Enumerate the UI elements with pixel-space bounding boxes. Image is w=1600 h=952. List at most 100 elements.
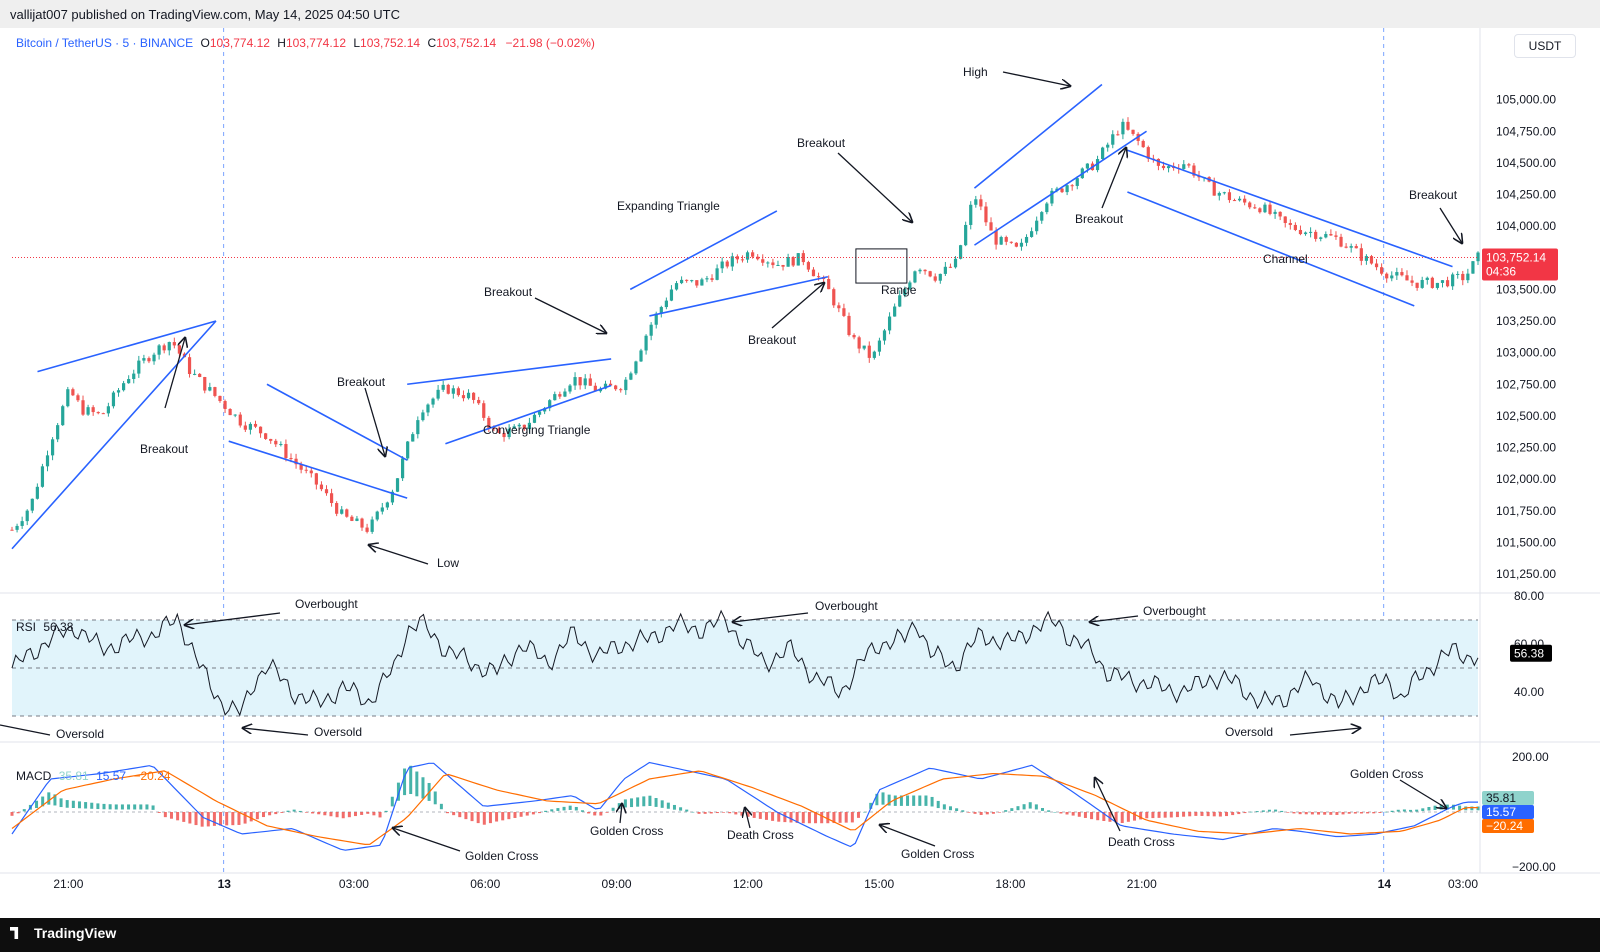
macd-histogram-bar [715, 812, 719, 814]
macd-value-badge-label: −20.24 [1486, 819, 1523, 833]
rsi-legend: RSI 56.38 [16, 620, 73, 634]
candle-body [705, 278, 709, 280]
macd-histogram-bar [176, 812, 180, 821]
candle-body [1237, 198, 1242, 201]
candle-body [385, 502, 389, 508]
candle-body [106, 406, 110, 414]
candle-body [1009, 241, 1013, 243]
macd-histogram-bar [341, 812, 345, 819]
chart-pane[interactable]: 105,000.00 104,750.00 104,500.00 104,250.00… [0, 28, 1600, 918]
macd-histogram-bar [286, 810, 290, 812]
macd-histogram-bar [1010, 808, 1014, 811]
candle-body [786, 257, 790, 267]
symbol-legend: Bitcoin / TetherUS · 5 · BINANCE O103,77… [16, 36, 595, 50]
converging-triangle-label: Converging Triangle [483, 423, 591, 437]
candle-body [877, 340, 882, 352]
macd-histogram-bar [360, 812, 364, 815]
candle-body [1273, 211, 1277, 214]
rsi-label: RSI [16, 620, 37, 634]
candle-body [284, 444, 288, 459]
rsi-line [11, 609, 1479, 717]
rsi-tick-label: 80.00 [1514, 589, 1544, 603]
breakout-arrow-2 [364, 387, 385, 456]
candle-body [193, 373, 197, 375]
candle-body [390, 491, 395, 503]
tradingview-logo[interactable]: TradingView [10, 925, 116, 941]
candle-body [938, 273, 942, 281]
macd-histogram-bar [1188, 812, 1192, 817]
macd-histogram-bar [298, 810, 302, 813]
candle-body [35, 486, 39, 499]
macd-histogram-bar [1451, 804, 1455, 810]
macd-histogram-bar [212, 812, 216, 826]
candle-body [1303, 232, 1308, 235]
candle-body [898, 295, 902, 307]
candle-body [1014, 242, 1018, 247]
currency-button[interactable]: USDT [1514, 34, 1576, 58]
candle-body [1131, 129, 1135, 134]
golden-cross-label-4: Golden Cross [1350, 767, 1424, 781]
macd-histogram-bar [807, 812, 811, 824]
candle-body [1065, 185, 1069, 193]
candle-body [796, 253, 800, 266]
macd-histogram-bar [127, 804, 131, 810]
macd-histogram-bar [1169, 812, 1173, 818]
candle-body [1334, 235, 1338, 237]
breakout-label-2: Breakout [337, 375, 386, 389]
macd-histogram-bar [771, 812, 775, 821]
candle-body [629, 373, 633, 380]
macd-histogram-bar [1065, 812, 1069, 815]
candle-body [1121, 121, 1125, 135]
candle-body [477, 399, 481, 404]
candle-body [111, 392, 116, 407]
macd-histogram-bar [666, 802, 670, 809]
breakout-arrow-4 [771, 283, 824, 329]
macd-histogram-bar [1304, 812, 1308, 815]
symbol-name[interactable]: Bitcoin / TetherUS · 5 · BINANCE [16, 36, 194, 50]
candle-body [532, 414, 537, 423]
macd-histogram-bar [1359, 812, 1363, 814]
candle-body [172, 342, 176, 346]
macd-histogram-bar [1341, 812, 1345, 815]
candle-body [1182, 164, 1186, 169]
time-tick-label: 09:00 [602, 877, 632, 891]
falling-channel-lower [1127, 191, 1415, 307]
macd-histogram-bar [998, 812, 1002, 813]
candle-body [771, 262, 775, 266]
candle-body [1030, 231, 1034, 237]
macd-histogram-bar [918, 795, 922, 806]
macd-histogram-bar [562, 806, 566, 811]
candle-body [71, 389, 75, 396]
macd-histogram-bar [985, 812, 989, 815]
candle-body [411, 434, 415, 442]
tradingview-mark-icon [10, 927, 19, 939]
macd-histogram-bar [188, 812, 192, 824]
candle-body [1106, 144, 1110, 148]
macd-histogram-bar [513, 812, 517, 818]
macd-histogram-bar [458, 812, 462, 818]
macd-histogram-bar [1384, 811, 1388, 813]
macd-histogram-bar [752, 812, 756, 818]
signal-line [11, 770, 1478, 846]
last-price-badge [1482, 248, 1558, 281]
macd-histogram-bar [1114, 812, 1118, 823]
price-tick-label: 103,250.00 [1496, 314, 1556, 328]
macd-histogram-bar [660, 800, 664, 808]
candle-body [203, 376, 207, 391]
candle-body [862, 345, 866, 349]
macd-histogram-bar [71, 800, 75, 808]
candle-body [1420, 279, 1424, 288]
candle-body [639, 350, 643, 362]
macd-histogram-bar [580, 810, 584, 812]
trendline-rising-support [11, 320, 217, 550]
macd-histogram-bar [1274, 809, 1278, 812]
macd-histogram-bar [948, 806, 952, 811]
macd-value-badge-1 [1482, 791, 1534, 805]
candle-body [695, 280, 699, 286]
candle-body [233, 414, 237, 416]
macd-histogram-bar [893, 795, 897, 806]
candle-body [1212, 181, 1216, 196]
range-label: Range [881, 283, 917, 297]
chart-canvas[interactable]: 105,000.00 104,750.00 104,500.00 104,250.00… [0, 28, 1600, 918]
macd-value-badge-2 [1482, 805, 1534, 819]
